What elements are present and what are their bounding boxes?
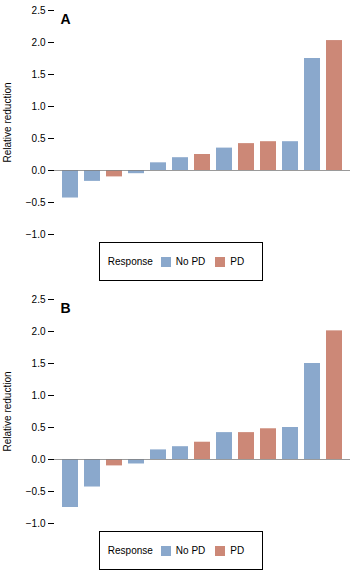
svg-text:−1.0: −1.0: [26, 229, 46, 240]
svg-text:0.5: 0.5: [32, 133, 46, 144]
svg-text:−0.5: −0.5: [26, 486, 46, 497]
svg-text:1.0: 1.0: [32, 390, 46, 401]
svg-text:2.5: 2.5: [32, 5, 46, 16]
html-text:Response: Response: [107, 256, 153, 267]
html-text:PD: PD: [230, 256, 245, 267]
svg-text:2.5: 2.5: [32, 294, 46, 305]
svg-text:1.5: 1.5: [32, 358, 46, 369]
svg-text:0.0: 0.0: [32, 165, 46, 176]
svg-text:−0.5: −0.5: [26, 197, 46, 208]
svg-text:Relative reduction: Relative reduction: [2, 371, 13, 451]
svg-text:1.0: 1.0: [32, 101, 46, 112]
html-text:No PD: No PD: [175, 256, 206, 267]
svg-text:0.5: 0.5: [32, 422, 46, 433]
svg-text:B: B: [61, 300, 71, 316]
html-text:Response: Response: [107, 545, 153, 556]
svg-text:2.0: 2.0: [32, 326, 46, 337]
svg-text:−1.0: −1.0: [26, 518, 46, 529]
html-text:No PD: No PD: [175, 545, 206, 556]
svg-text:1.5: 1.5: [32, 69, 46, 80]
html-text:PD: PD: [230, 545, 245, 556]
svg-text:2.0: 2.0: [32, 37, 46, 48]
svg-text:Relative reduction: Relative reduction: [2, 82, 13, 162]
svg-text:0.0: 0.0: [32, 454, 46, 465]
svg-text:A: A: [61, 11, 71, 27]
